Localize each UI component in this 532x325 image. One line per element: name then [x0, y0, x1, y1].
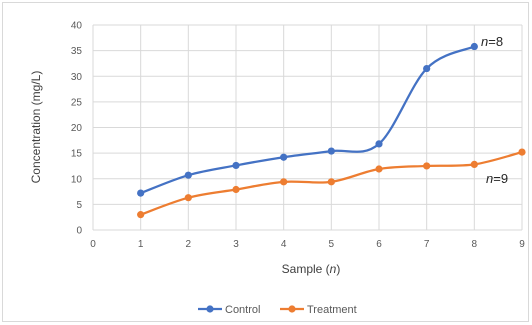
treatment-annotation: n=9	[486, 171, 508, 186]
x-axis-title-var: n	[330, 262, 337, 276]
control-data-point	[423, 64, 431, 73]
x-axis-title-main: Sample (	[282, 262, 330, 276]
x-tick-label: 2	[186, 239, 192, 250]
x-tick-label: 9	[519, 239, 525, 250]
control-data-point	[232, 161, 240, 170]
grid	[92, 24, 523, 231]
x-tick-label: 5	[329, 239, 335, 250]
legend-item-control: Control	[198, 304, 260, 316]
legend-item-treatment: Treatment	[280, 304, 357, 316]
control-annotation-var: n	[481, 34, 488, 49]
tick-labels: 0 5 10 15 20 25 30 35 40 0 1 2 3 4 5 6 7 8 9	[71, 21, 525, 251]
control-series-line	[139, 45, 476, 195]
x-axis-title-end: )	[336, 262, 340, 276]
y-tick-label: 40	[71, 21, 83, 32]
x-tick-label: 1	[138, 239, 144, 250]
treatment-annotation-rest: =9	[493, 171, 508, 186]
x-tick-label: 8	[472, 239, 478, 250]
y-tick-label: 0	[76, 226, 82, 237]
y-tick-label: 10	[71, 174, 83, 185]
legend-treatment-marker	[288, 305, 296, 313]
y-tick-label: 30	[71, 72, 83, 83]
y-tick-label: 20	[71, 123, 83, 134]
control-annotation-rest: =8	[488, 34, 503, 49]
treatment-data-point	[280, 178, 288, 186]
y-tick-label: 5	[76, 200, 82, 211]
treatment-data-point	[137, 211, 145, 219]
x-tick-label: 3	[233, 239, 239, 250]
chart-frame	[2, 2, 529, 322]
y-tick-label: 15	[71, 149, 83, 160]
treatment-data-point	[327, 178, 335, 186]
control-annotation: n=8	[481, 34, 503, 49]
data-points	[137, 42, 526, 219]
control-data-point	[280, 153, 288, 161]
treatment-data-point	[232, 185, 240, 194]
x-tick-label: 0	[90, 239, 96, 250]
control-data-point	[470, 42, 478, 51]
legend-control-label: Control	[225, 304, 260, 316]
treatment-data-point	[518, 148, 526, 156]
y-axis-title: Concentration (mg/L)	[29, 71, 43, 184]
x-tick-label: 6	[376, 239, 382, 250]
control-data-point	[184, 171, 192, 179]
treatment-data-point	[375, 165, 383, 173]
control-data-point	[327, 147, 335, 155]
legend-control-marker	[206, 305, 214, 313]
control-data-point	[137, 189, 145, 197]
treatment-data-point	[423, 162, 431, 170]
legend-treatment-label: Treatment	[307, 304, 357, 316]
legend: Control Treatment	[198, 304, 357, 316]
control-data-point	[375, 140, 383, 148]
x-axis-title: Sample (n)	[282, 262, 341, 276]
x-tick-label: 7	[424, 239, 430, 250]
x-tick-label: 4	[281, 239, 287, 250]
y-tick-label: 35	[71, 46, 83, 57]
treatment-data-point	[470, 160, 478, 168]
y-tick-label: 25	[71, 97, 83, 108]
treatment-data-point	[184, 194, 192, 202]
treatment-annotation-var: n	[486, 171, 493, 186]
